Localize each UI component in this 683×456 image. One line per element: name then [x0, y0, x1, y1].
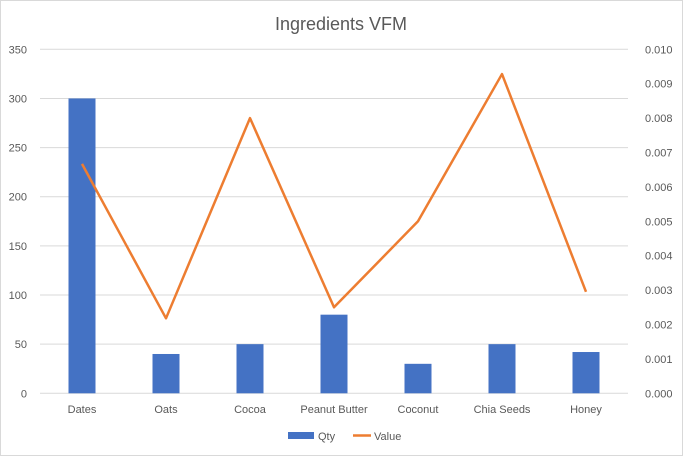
left-tick-label: 150: [9, 241, 27, 253]
legend-value-label: Value: [374, 431, 401, 443]
category-label: Oats: [154, 404, 178, 416]
right-tick-label: 0.009: [645, 79, 673, 91]
right-tick-label: 0.010: [645, 44, 673, 56]
left-tick-label: 250: [9, 143, 27, 155]
bar-cocoa: [236, 344, 264, 394]
category-label: Peanut Butter: [300, 404, 368, 416]
legend-qty-label: Qty: [318, 431, 336, 443]
legend-qty-swatch: [288, 432, 314, 439]
left-tick-label: 100: [9, 290, 27, 302]
right-tick-label: 0.000: [645, 388, 673, 400]
right-tick-label: 0.003: [645, 285, 673, 297]
right-tick-label: 0.004: [645, 251, 673, 263]
category-label: Cocoa: [234, 404, 267, 416]
bar-honey: [572, 352, 600, 394]
category-label: Coconut: [398, 404, 439, 416]
category-label: Chia Seeds: [474, 404, 531, 416]
left-tick-label: 200: [9, 192, 27, 204]
bar-coconut: [404, 363, 432, 394]
bar-chia-seeds: [488, 344, 516, 394]
bar-peanut-butter: [320, 314, 348, 394]
category-label: Dates: [68, 404, 97, 416]
left-tick-label: 0: [21, 388, 27, 400]
right-tick-label: 0.005: [645, 216, 673, 228]
value-line: [80, 72, 588, 320]
left-tick-label: 50: [15, 339, 27, 351]
right-tick-label: 0.001: [645, 354, 673, 366]
bar-dates: [68, 98, 96, 394]
right-tick-label: 0.006: [645, 182, 673, 194]
right-tick-label: 0.002: [645, 320, 673, 332]
chart-title: Ingredients VFM: [275, 14, 407, 34]
right-tick-label: 0.007: [645, 148, 673, 160]
right-tick-label: 0.008: [645, 113, 673, 125]
left-tick-label: 350: [9, 44, 27, 56]
category-label: Honey: [570, 404, 602, 416]
left-tick-label: 300: [9, 93, 27, 105]
bar-oats: [152, 353, 180, 394]
